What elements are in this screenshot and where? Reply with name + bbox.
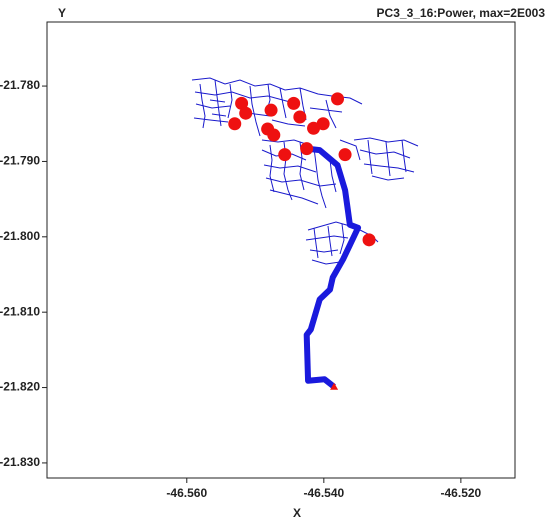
y-tick-label: -21.810 <box>0 304 40 318</box>
load-point <box>362 233 376 247</box>
x-tick-label: -46.520 <box>441 486 482 500</box>
load-point <box>278 148 292 162</box>
x-tick-label: -46.560 <box>166 486 207 500</box>
y-tick-label: -21.820 <box>0 380 40 394</box>
load-point <box>235 96 249 110</box>
x-tick-label: -46.540 <box>303 486 344 500</box>
y-tick-label: -21.830 <box>0 455 40 469</box>
load-point <box>287 96 301 110</box>
load-point <box>300 142 314 156</box>
source-marker <box>330 382 339 390</box>
y-tick-label: -21.800 <box>0 229 40 243</box>
network-lines <box>191 77 419 265</box>
load-point <box>267 128 281 142</box>
load-point <box>331 92 345 106</box>
plot-frame <box>46 21 516 479</box>
load-point <box>307 121 321 135</box>
y-tick-label: -21.780 <box>0 78 40 92</box>
load-point <box>338 148 352 162</box>
y-tick-label: -21.790 <box>0 154 40 168</box>
feeder-line <box>303 145 362 390</box>
load-point <box>293 110 307 124</box>
y-axis-label: Y <box>58 6 66 20</box>
chart-title: PC3_3_16:Power, max=2E003 <box>377 6 546 20</box>
x-axis-label: X <box>293 506 301 520</box>
load-point <box>228 117 242 131</box>
load-point <box>264 103 278 117</box>
load-point <box>239 106 253 120</box>
